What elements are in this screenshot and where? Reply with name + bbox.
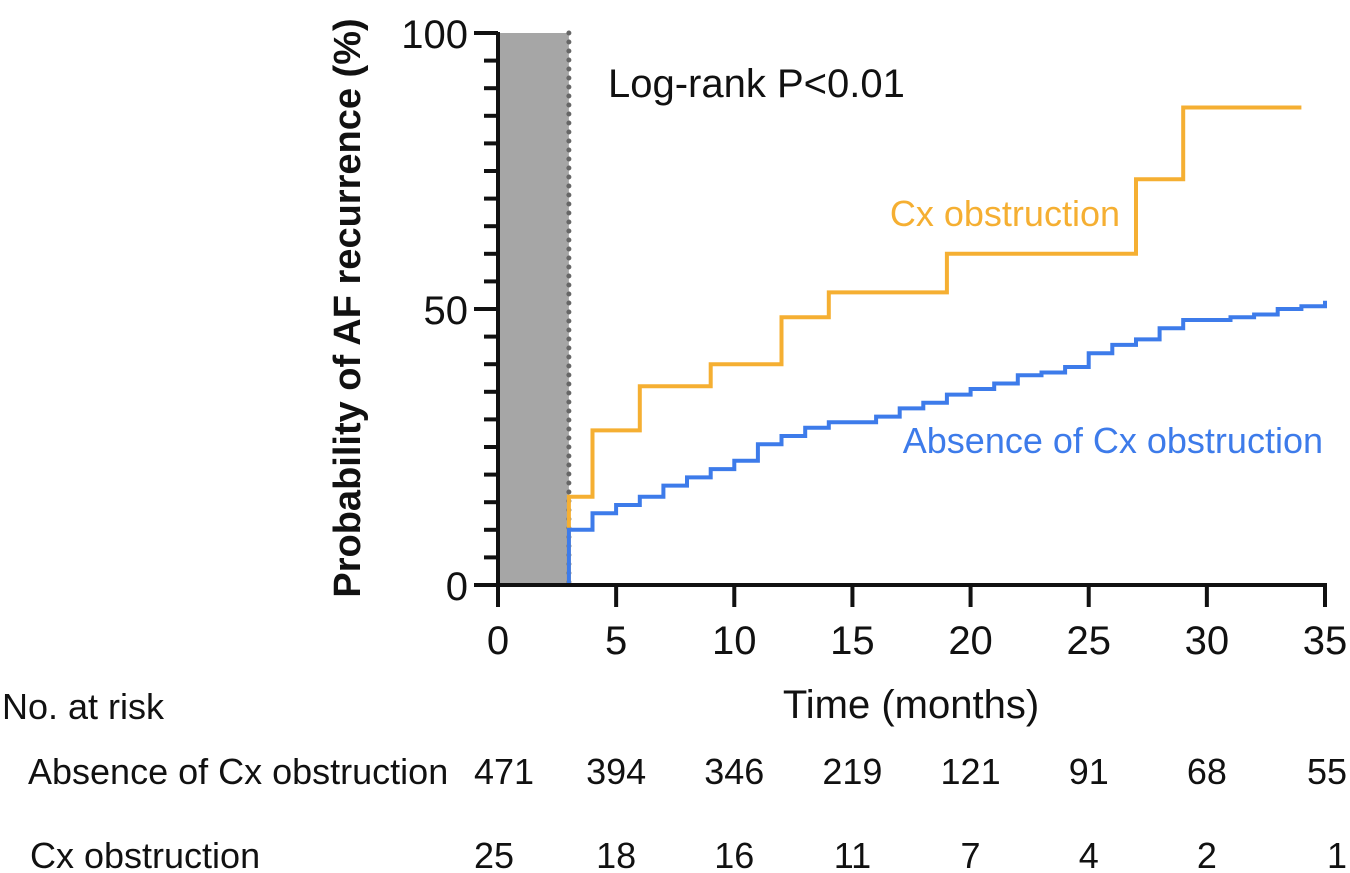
risk-value: 219 — [822, 751, 882, 792]
x-tick-label: 35 — [1303, 619, 1348, 663]
series-line-1 — [498, 300, 1327, 587]
risk-value: 68 — [1187, 751, 1227, 792]
risk-table-header: No. at risk — [2, 686, 165, 727]
risk-value: 4 — [1079, 835, 1099, 873]
y-tick-label: 0 — [446, 565, 468, 609]
risk-value: 1 — [1327, 835, 1347, 873]
risk-value: 11 — [834, 835, 871, 873]
series-line-0 — [498, 105, 1302, 587]
x-tick-label: 25 — [1066, 619, 1111, 663]
risk-value: 18 — [596, 835, 636, 873]
y-ticks: 0 50 100 — [401, 13, 498, 609]
risk-value: 25 — [474, 835, 514, 873]
series-label-cx-obstruction: Cx obstruction — [890, 193, 1120, 234]
x-tick-label: 10 — [712, 619, 757, 663]
risk-value: 91 — [1069, 751, 1109, 792]
risk-value: 2 — [1197, 835, 1217, 873]
risk-value: 121 — [941, 751, 1001, 792]
risk-value: 55 — [1307, 751, 1347, 792]
blanking-period-shade — [498, 33, 569, 585]
y-tick-label: 100 — [401, 13, 468, 57]
x-tick-label: 15 — [830, 619, 875, 663]
x-tick-label: 20 — [948, 619, 993, 663]
risk-value: 346 — [704, 751, 764, 792]
series-group — [498, 105, 1327, 587]
x-tick-label: 0 — [487, 619, 509, 663]
risk-row-label-cx: Cx obstruction — [30, 835, 260, 873]
risk-value: 471 — [474, 751, 534, 792]
y-tick-label: 50 — [424, 289, 469, 333]
risk-value: 7 — [961, 835, 981, 873]
risk-value: 394 — [586, 751, 646, 792]
x-tick-label: 5 — [605, 619, 627, 663]
risk-table-values: 471 394 346 219 121 91 68 55 25 18 16 11 7 4 2 1 — [474, 751, 1347, 873]
risk-row-label-absence: Absence of Cx obstruction — [28, 751, 448, 792]
log-rank-annotation: Log-rank P<0.01 — [608, 62, 905, 106]
risk-value: 16 — [714, 835, 754, 873]
x-axis-label: Time (months) — [783, 683, 1039, 727]
x-ticks: 0 5 10 15 20 25 30 35 — [487, 585, 1347, 663]
y-axis-label: Probability of AF recurrence (%) — [327, 18, 369, 597]
series-label-absence-cx-obstruction: Absence of Cx obstruction — [903, 420, 1323, 461]
x-tick-label: 30 — [1185, 619, 1230, 663]
